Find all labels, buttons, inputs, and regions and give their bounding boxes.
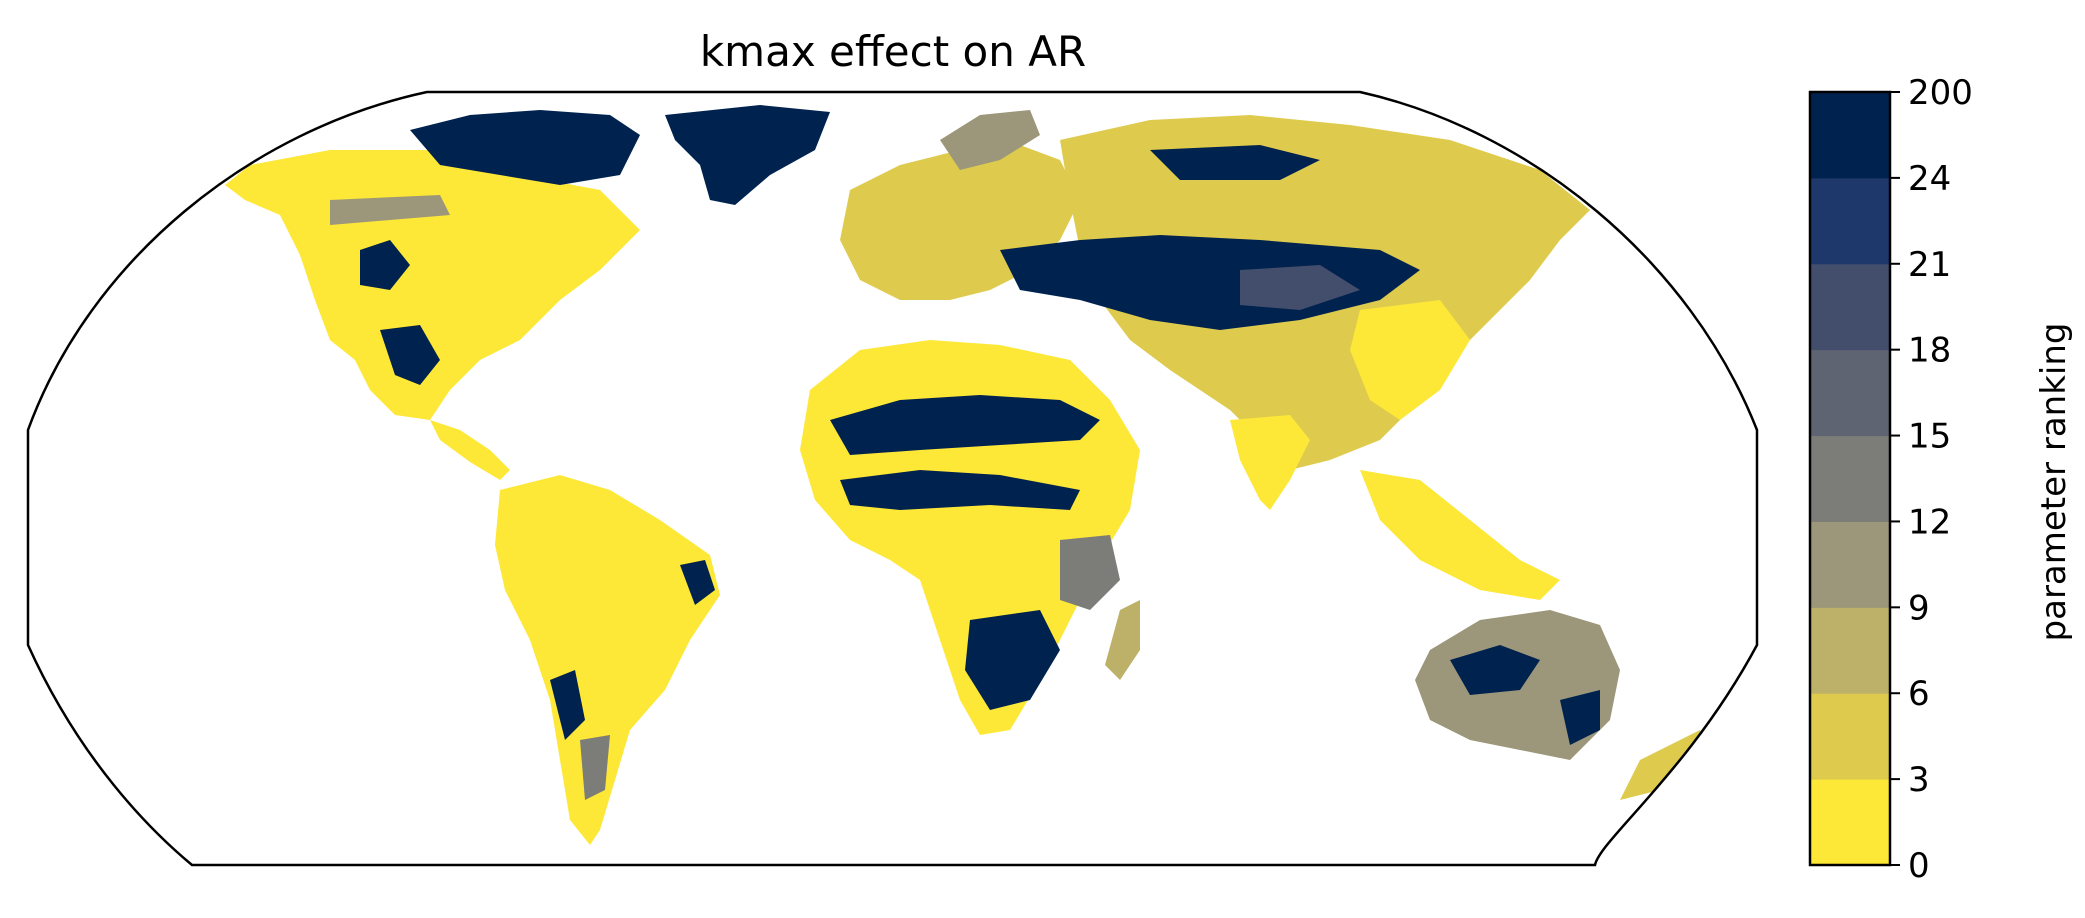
colorbar-label: parameter ranking [2034,323,2074,642]
colorbar-segment [1810,178,1890,264]
colorbar-segment [1810,607,1890,693]
east-africa-gray [1060,535,1120,610]
central-america-region [430,420,510,480]
india-region [1230,415,1310,510]
land-raster [225,105,1710,845]
colorbar-segment [1810,693,1890,779]
colorbar-tick-label: 3 [1908,760,1930,800]
colorbar-segment [1810,350,1890,436]
colorbar-segment [1810,521,1890,607]
colorbar-tick-label: 24 [1908,159,1951,199]
colorbar-tick-label: 200 [1908,73,1973,113]
colorbar-tick-label: 9 [1908,588,1930,628]
colorbar: 0 3 6 9 12 15 18 21 24 200 [1810,73,1973,886]
colorbar-segment [1810,436,1890,522]
colorbar-tick-label: 18 [1908,331,1951,371]
north-america-region [225,150,640,420]
southeast-asia-region [1360,470,1560,600]
greenland-region [665,105,830,205]
colorbar-segment [1810,779,1890,865]
madagascar-region [1105,600,1140,680]
map-title: kmax effect on AR [700,27,1086,76]
colorbar-tick-label: 21 [1908,245,1951,285]
colorbar-tick-label: 12 [1908,502,1951,542]
colorbar-segment [1810,92,1890,178]
south-america-region [495,475,720,845]
colorbar-segment [1810,264,1890,350]
colorbar-tick-label: 15 [1908,417,1951,457]
colorbar-tick-label: 0 [1908,846,1930,886]
colorbar-tick-label: 6 [1908,674,1930,714]
